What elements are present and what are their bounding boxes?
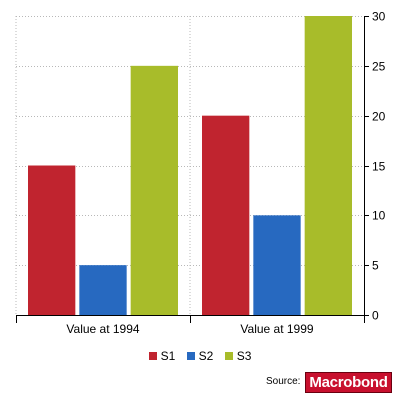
y-tick-label: 0 — [372, 309, 379, 323]
bars — [28, 16, 352, 316]
y-tick-label: 15 — [372, 160, 386, 174]
x-tick-label: Value at 1994 — [66, 322, 139, 336]
source-label: Source: — [266, 376, 301, 387]
legend-label-s1: S1 — [160, 349, 176, 363]
legend-swatch-s1 — [148, 352, 157, 360]
bar-s2-1 — [79, 265, 127, 315]
y-tick-label: 5 — [372, 259, 379, 273]
axes — [16, 16, 369, 323]
bar-s3-1 — [130, 65, 178, 315]
legend-swatch-s3 — [224, 352, 233, 360]
bar-s3-2 — [304, 16, 352, 315]
macrobond-logo: Macrobond — [305, 372, 392, 393]
bar-s1-1 — [28, 165, 76, 315]
y-tick-label: 10 — [372, 209, 386, 223]
bar-s1-2 — [202, 115, 250, 316]
y-tick-label: 20 — [372, 110, 386, 124]
legend-item-s1: S1 — [148, 349, 176, 363]
legend-item-s3: S3 — [224, 349, 252, 363]
y-tick-label: 25 — [372, 60, 386, 74]
legend-label-s3: S3 — [236, 349, 252, 363]
legend-label-s2: S2 — [198, 349, 214, 363]
tick-labels: 0 5 10 15 20 25 30 Value at 1994 Value at 1999 — [66, 10, 385, 337]
legend: S1 S2 S3 — [0, 349, 400, 363]
bar-s2-2 — [253, 215, 301, 315]
x-tick-label: Value at 1999 — [240, 322, 313, 336]
legend-item-s2: S2 — [186, 349, 214, 363]
y-tick-label: 30 — [372, 10, 386, 24]
legend-swatch-s2 — [186, 352, 195, 360]
